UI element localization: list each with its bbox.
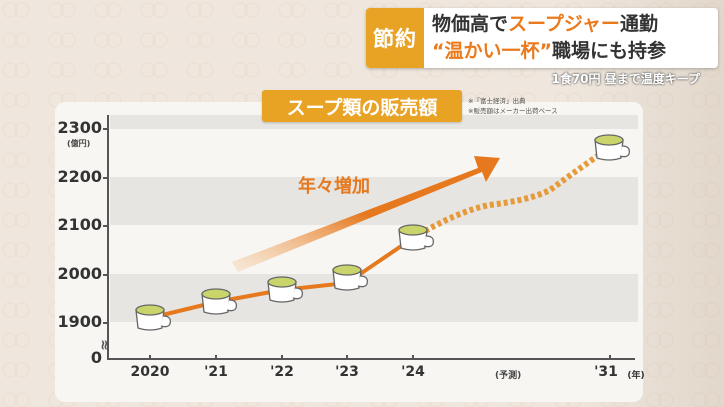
y-tick-label: 0 — [90, 348, 102, 367]
grid-band — [110, 177, 638, 225]
headline-banner: 節約 物価高でスープジャー通勤 “温かい一杯”職場にも持参 — [366, 8, 718, 68]
y-tick-label: 1900 — [57, 312, 102, 331]
x-tick — [149, 355, 151, 359]
subheadline: 1食70円 昼まで温度キープ — [551, 72, 700, 86]
y-tick-label: 2200 — [57, 167, 102, 186]
x-tick-label: '24 — [401, 364, 425, 380]
y-axis-unit: (億円) — [67, 139, 91, 148]
y-tick-label: 2300 — [57, 118, 102, 137]
x-tick-label: 2020 — [130, 364, 170, 380]
x-tick — [609, 355, 611, 359]
category-tag: 節約 — [366, 8, 424, 68]
soup-cup-icon — [135, 304, 172, 331]
x-tick-label: '21 — [204, 364, 228, 380]
x-tick-label: '31 — [594, 364, 618, 380]
y-tick — [103, 274, 108, 276]
soup-cup-icon — [332, 264, 369, 291]
y-tick — [103, 128, 108, 130]
y-tick — [103, 322, 108, 324]
trend-annotation: 年々増加 — [298, 176, 370, 197]
grid-band — [110, 115, 638, 129]
chart-panel — [55, 102, 643, 402]
y-axis — [107, 115, 109, 360]
y-tick — [103, 177, 108, 179]
x-tick — [215, 355, 217, 359]
chart-title: スープ類の販売額 — [262, 90, 462, 122]
x-axis — [107, 358, 635, 360]
headline-line-2: “温かい一杯”職場にも持参 — [432, 40, 666, 62]
headline-text: 物価高でスープジャー通勤 “温かい一杯”職場にも持参 — [424, 8, 718, 68]
forecast-label: (予測) — [495, 371, 522, 381]
x-tick — [281, 355, 283, 359]
y-tick — [103, 225, 108, 227]
x-tick — [346, 355, 348, 359]
soup-cup-icon — [267, 276, 304, 303]
y-tick-label: 2100 — [57, 215, 102, 234]
soup-cup-icon — [201, 288, 238, 315]
x-axis-unit: (年) — [627, 371, 645, 381]
headline-line-1: 物価高でスープジャー通勤 — [432, 13, 658, 35]
trend-arrow-icon — [232, 156, 500, 272]
x-tick-label: '23 — [335, 364, 359, 380]
soup-cup-icon — [594, 134, 631, 161]
chart-notes: ※「富士経済」出典 ※販売額はメーカー出荷ベース — [468, 97, 558, 115]
y-tick-label: 2000 — [57, 264, 102, 283]
grid-band — [110, 274, 638, 322]
x-tick-label: '22 — [270, 364, 294, 380]
x-tick — [412, 355, 414, 359]
